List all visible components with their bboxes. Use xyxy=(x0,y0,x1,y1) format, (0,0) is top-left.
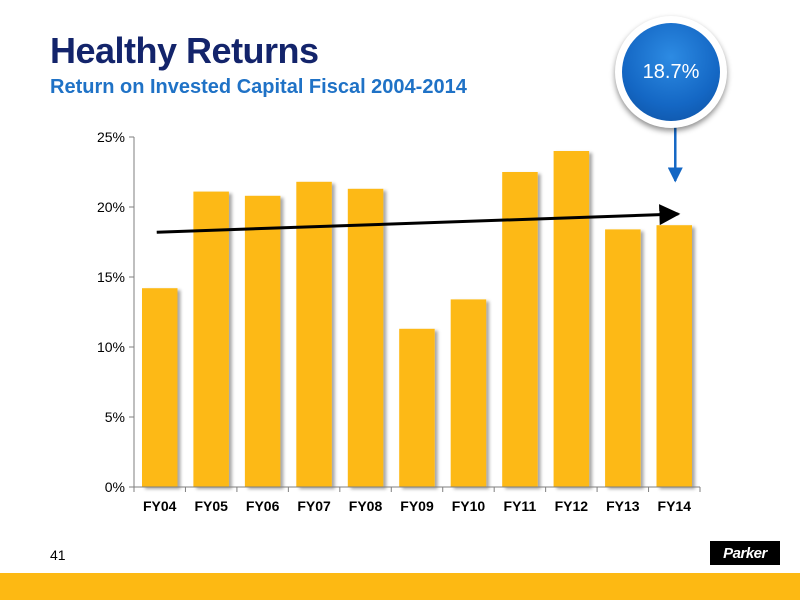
callout-value: 18.7% xyxy=(622,23,720,121)
bar-fy14 xyxy=(656,225,692,487)
x-tick-label: FY08 xyxy=(349,498,383,514)
x-tick-label: FY14 xyxy=(658,498,692,514)
y-tick-label: 20% xyxy=(97,199,125,215)
bar-fy09 xyxy=(399,328,435,487)
bottom-band xyxy=(0,573,800,600)
slide-title: Healthy Returns xyxy=(50,30,319,71)
parker-logo: Parker xyxy=(710,541,780,565)
bar-fy13 xyxy=(605,229,641,487)
page-number: 41 xyxy=(50,547,66,563)
x-tick-label: FY13 xyxy=(606,498,640,514)
bar-fy05 xyxy=(193,191,229,487)
x-tick-label: FY05 xyxy=(194,498,228,514)
bar-fy07 xyxy=(296,181,332,488)
x-tick-label: FY12 xyxy=(555,498,589,514)
x-tick-label: FY09 xyxy=(400,498,434,514)
y-tick-label: 10% xyxy=(97,339,125,355)
y-tick-label: 5% xyxy=(105,409,125,425)
x-tick-label: FY06 xyxy=(246,498,280,514)
bar-fy12 xyxy=(553,151,590,487)
x-tick-label: FY04 xyxy=(143,498,177,514)
bar-fy10 xyxy=(450,299,487,487)
callout-badge: 18.7% xyxy=(615,16,727,128)
x-tick-label: FY10 xyxy=(452,498,486,514)
y-tick-label: 15% xyxy=(97,269,125,285)
x-tick-label: FY11 xyxy=(504,498,537,514)
bar-fy08 xyxy=(347,188,384,488)
y-tick-label: 25% xyxy=(97,129,125,145)
trend-arrow xyxy=(156,204,681,234)
slide-subtitle: Return on Invested Capital Fiscal 2004-2… xyxy=(50,76,467,98)
bar-fy06 xyxy=(244,195,281,488)
bar-fy11 xyxy=(502,172,538,487)
bar-fy04 xyxy=(142,288,178,487)
y-tick-label: 0% xyxy=(105,479,125,495)
x-tick-label: FY07 xyxy=(297,498,331,514)
